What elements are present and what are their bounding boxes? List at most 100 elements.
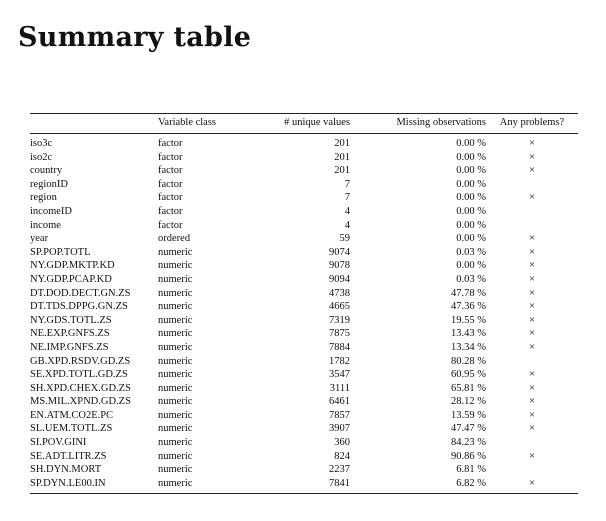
cell-variable: SI.POV.GINI: [30, 437, 87, 449]
problem-cross-icon: ×: [528, 340, 536, 353]
cell-variable: NE.IMP.GNFS.ZS: [30, 341, 109, 353]
cell-missing-observations: 28.12 %: [451, 396, 486, 408]
cell-any-problems: ×: [486, 477, 578, 494]
table-row: GB.XPD.RSDV.GD.ZS numeric 1782 80.28 %: [30, 355, 578, 369]
cell-any-problems: ×: [486, 246, 578, 260]
cell-any-problems: ×: [486, 287, 578, 301]
header-variable-class: Variable class: [158, 117, 217, 129]
cell-unique-values: 3907: [329, 423, 350, 435]
header-unique-values: # unique values: [284, 117, 350, 129]
cell-variable: SH.XPD.CHEX.GD.ZS: [30, 382, 131, 394]
problem-cross-icon: ×: [528, 300, 536, 313]
cell-unique-values: 6461: [329, 396, 350, 408]
cell-variable: NY.GDS.TOTL.ZS: [30, 314, 112, 326]
table-row: income factor 4 0.00 %: [30, 219, 578, 233]
cell-any-problems: ×: [486, 368, 578, 382]
table-row: DT.TDS.DPPG.GN.ZS numeric 4665 47.36 % ×: [30, 300, 578, 314]
table-row: SH.XPD.CHEX.GD.ZS numeric 3111 65.81 % ×: [30, 382, 578, 396]
cell-missing-observations: 0.00 %: [456, 165, 486, 177]
cell-missing-observations: 47.47 %: [451, 423, 486, 435]
table-row: SI.POV.GINI numeric 360 84.23 %: [30, 436, 578, 450]
table-row: country factor 201 0.00 % ×: [30, 164, 578, 178]
cell-missing-observations: 0.03 %: [456, 273, 486, 285]
problem-cross-icon: ×: [528, 476, 536, 489]
cell-any-problems: ×: [486, 232, 578, 246]
problem-cross-icon: ×: [528, 191, 536, 204]
cell-any-problems: [486, 205, 578, 219]
cell-variable: SP.DYN.LE00.IN: [30, 477, 106, 489]
table-row: iso3c factor 201 0.00 % ×: [30, 134, 578, 151]
cell-unique-values: 9074: [329, 246, 350, 258]
problem-cross-icon: ×: [528, 272, 536, 285]
cell-unique-values: 4738: [329, 287, 350, 299]
cell-any-problems: ×: [486, 341, 578, 355]
cell-unique-values: 201: [334, 138, 350, 149]
cell-any-problems: ×: [486, 395, 578, 409]
cell-variable-class: numeric: [158, 246, 193, 258]
cell-unique-values: 3111: [329, 382, 350, 394]
problem-cross-icon: ×: [528, 408, 536, 421]
table-row: MS.MIL.XPND.GD.ZS numeric 6461 28.12 % ×: [30, 395, 578, 409]
cell-variable: regionID: [30, 178, 68, 190]
table-row: SL.UEM.TOTL.ZS numeric 3907 47.47 % ×: [30, 422, 578, 436]
page-title: Summary table: [18, 22, 252, 53]
table-row: iso2c factor 201 0.00 % ×: [30, 151, 578, 165]
header-variable: [30, 114, 158, 134]
cell-unique-values: 59: [339, 233, 351, 245]
cell-unique-values: 824: [334, 450, 350, 462]
problem-cross-icon: ×: [528, 137, 536, 149]
table-row: NY.GDP.PCAP.KD numeric 9094 0.03 % ×: [30, 273, 578, 287]
problem-cross-icon: ×: [528, 449, 536, 462]
cell-variable-class: numeric: [158, 477, 193, 489]
cell-variable: EN.ATM.CO2E.PC: [30, 409, 114, 421]
cell-variable: NE.EXP.GNFS.ZS: [30, 328, 110, 340]
cell-any-problems: ×: [486, 314, 578, 328]
cell-unique-values: 201: [334, 165, 350, 177]
cell-variable-class: numeric: [158, 355, 193, 367]
cell-variable-class: numeric: [158, 273, 193, 285]
cell-variable: GB.XPD.RSDV.GD.ZS: [30, 355, 131, 367]
cell-variable: SE.XPD.TOTL.GD.ZS: [30, 369, 128, 381]
cell-unique-values: 201: [334, 151, 350, 163]
table-body: iso3c factor 201 0.00 % × iso2c factor 201 0.00 …: [30, 134, 578, 494]
cell-unique-values: 7841: [329, 477, 350, 489]
cell-variable-class: numeric: [158, 369, 193, 381]
header-missing-observations: Missing observations: [396, 117, 486, 129]
summary-table-container: Variable class # unique values Missing o…: [30, 113, 578, 494]
table-row: SP.DYN.LE00.IN numeric 7841 6.82 % ×: [30, 477, 578, 494]
cell-variable: DT.DOD.DECT.GN.ZS: [30, 287, 131, 299]
cell-variable: country: [30, 165, 63, 177]
problem-cross-icon: ×: [528, 368, 536, 381]
cell-variable: iso2c: [30, 151, 53, 163]
cell-variable-class: numeric: [158, 328, 193, 340]
cell-missing-observations: 19.55 %: [451, 314, 486, 326]
cell-missing-observations: 60.95 %: [451, 369, 486, 381]
cell-any-problems: ×: [486, 151, 578, 165]
cell-any-problems: ×: [486, 300, 578, 314]
cell-missing-observations: 90.86 %: [451, 450, 486, 462]
cell-any-problems: ×: [486, 259, 578, 273]
cell-variable-class: numeric: [158, 301, 193, 313]
cell-variable: SP.POP.TOTL: [30, 246, 91, 258]
cell-variable: MS.MIL.XPND.GD.ZS: [30, 396, 131, 408]
table-header: Variable class # unique values Missing o…: [30, 113, 578, 134]
cell-variable-class: numeric: [158, 409, 193, 421]
cell-variable: iso3c: [30, 138, 53, 149]
table-row: SE.ADT.LITR.ZS numeric 824 90.86 % ×: [30, 450, 578, 464]
table-row: NY.GDS.TOTL.ZS numeric 7319 19.55 % ×: [30, 314, 578, 328]
cell-variable-class: numeric: [158, 437, 193, 449]
cell-variable-class: factor: [158, 192, 183, 204]
problem-cross-icon: ×: [528, 286, 536, 299]
summary-table: Variable class # unique values Missing o…: [30, 113, 578, 494]
cell-variable: SE.ADT.LITR.ZS: [30, 450, 107, 462]
table-row: NE.IMP.GNFS.ZS numeric 7884 13.34 % ×: [30, 341, 578, 355]
cell-any-problems: ×: [486, 191, 578, 205]
table-row: DT.DOD.DECT.GN.ZS numeric 4738 47.78 % ×: [30, 287, 578, 301]
problem-cross-icon: ×: [528, 259, 536, 272]
cell-variable-class: factor: [158, 219, 183, 231]
cell-variable: year: [30, 233, 49, 245]
cell-unique-values: 9078: [329, 260, 350, 272]
table-row: NE.EXP.GNFS.ZS numeric 7875 13.43 % ×: [30, 327, 578, 341]
cell-any-problems: ×: [486, 273, 578, 287]
cell-variable-class: factor: [158, 151, 183, 163]
